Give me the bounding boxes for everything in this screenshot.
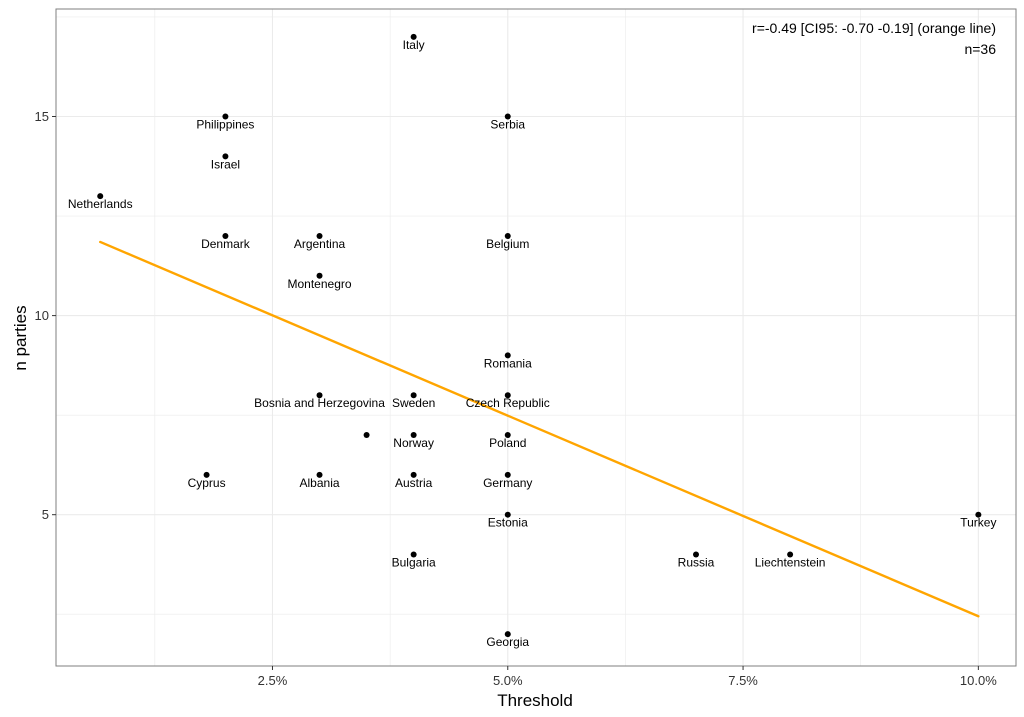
points-layer — [97, 33, 982, 638]
point-label: Austria — [395, 476, 433, 490]
point-label: Liechtenstein — [755, 556, 826, 570]
point-label: Serbia — [490, 118, 525, 132]
point-label: Czech Republic — [466, 396, 550, 410]
data-point — [222, 232, 229, 239]
y-axis-title: n parties — [11, 305, 30, 370]
x-axis-title: Threshold — [497, 691, 573, 710]
data-point — [504, 232, 511, 239]
data-point — [203, 471, 210, 478]
x-tick-label: 5.0% — [493, 673, 523, 688]
point-label: Argentina — [294, 237, 346, 251]
data-point — [316, 392, 323, 399]
regression-line — [99, 240, 980, 618]
point-label: Sweden — [392, 396, 435, 410]
data-point — [504, 352, 511, 359]
point-label: Norway — [393, 436, 434, 450]
x-tick-label: 10.0% — [960, 673, 997, 688]
y-tick-label: 5 — [42, 507, 49, 522]
data-point — [504, 392, 511, 399]
point-label: Denmark — [201, 237, 251, 251]
point-label: Estonia — [488, 516, 528, 530]
data-point — [504, 113, 511, 120]
data-point — [410, 392, 417, 399]
data-point — [316, 272, 323, 279]
data-point — [410, 33, 417, 40]
point-label: Bosnia and Herzegovina — [254, 396, 385, 410]
data-point — [787, 551, 794, 558]
data-point — [97, 193, 104, 200]
point-label: Philippines — [196, 118, 254, 132]
point-label: Cyprus — [188, 476, 226, 490]
data-point — [504, 511, 511, 518]
x-tick-label: 7.5% — [728, 673, 758, 688]
point-label: Romania — [484, 356, 532, 370]
point-label: Italy — [403, 38, 425, 52]
point-label: Poland — [489, 436, 526, 450]
point-label: Montenegro — [288, 277, 352, 291]
point-label: Bulgaria — [392, 556, 436, 570]
y-tick-label: 10 — [35, 308, 49, 323]
point-label: Israel — [211, 157, 240, 171]
data-point — [316, 471, 323, 478]
point-label: Germany — [483, 476, 532, 490]
point-label: Turkey — [960, 516, 996, 530]
data-point — [504, 631, 511, 638]
point-label: Belgium — [486, 237, 529, 251]
point-label: Albania — [300, 476, 340, 490]
point-label: Georgia — [486, 635, 529, 649]
data-point — [504, 471, 511, 478]
x-tick-label: 2.5% — [258, 673, 288, 688]
data-point — [410, 471, 417, 478]
correlation-annotation: r=-0.49 [CI95: -0.70 -0.19] (orange line… — [752, 20, 996, 36]
data-point — [222, 113, 229, 120]
data-point — [975, 511, 982, 518]
data-point — [504, 432, 511, 439]
grid-layer — [56, 9, 1016, 666]
data-point — [410, 551, 417, 558]
point-label: Russia — [678, 556, 715, 570]
axis-layer: 2.5% 5.0% 7.5% 10.0% 5 10 15 — [35, 109, 998, 688]
sample-size-annotation: n=36 — [964, 41, 996, 57]
data-point — [693, 551, 699, 558]
point-labels-layer: Italy Philippines Serbia Israel Netherlands D… — [68, 38, 997, 649]
data-point — [410, 432, 417, 439]
panel-border — [55, 8, 1017, 667]
fit-line-layer — [99, 240, 980, 618]
y-tick-label: 15 — [35, 109, 49, 124]
point-label: Netherlands — [68, 197, 133, 211]
data-point — [316, 232, 323, 239]
data-point — [363, 432, 370, 439]
data-point — [222, 153, 229, 160]
